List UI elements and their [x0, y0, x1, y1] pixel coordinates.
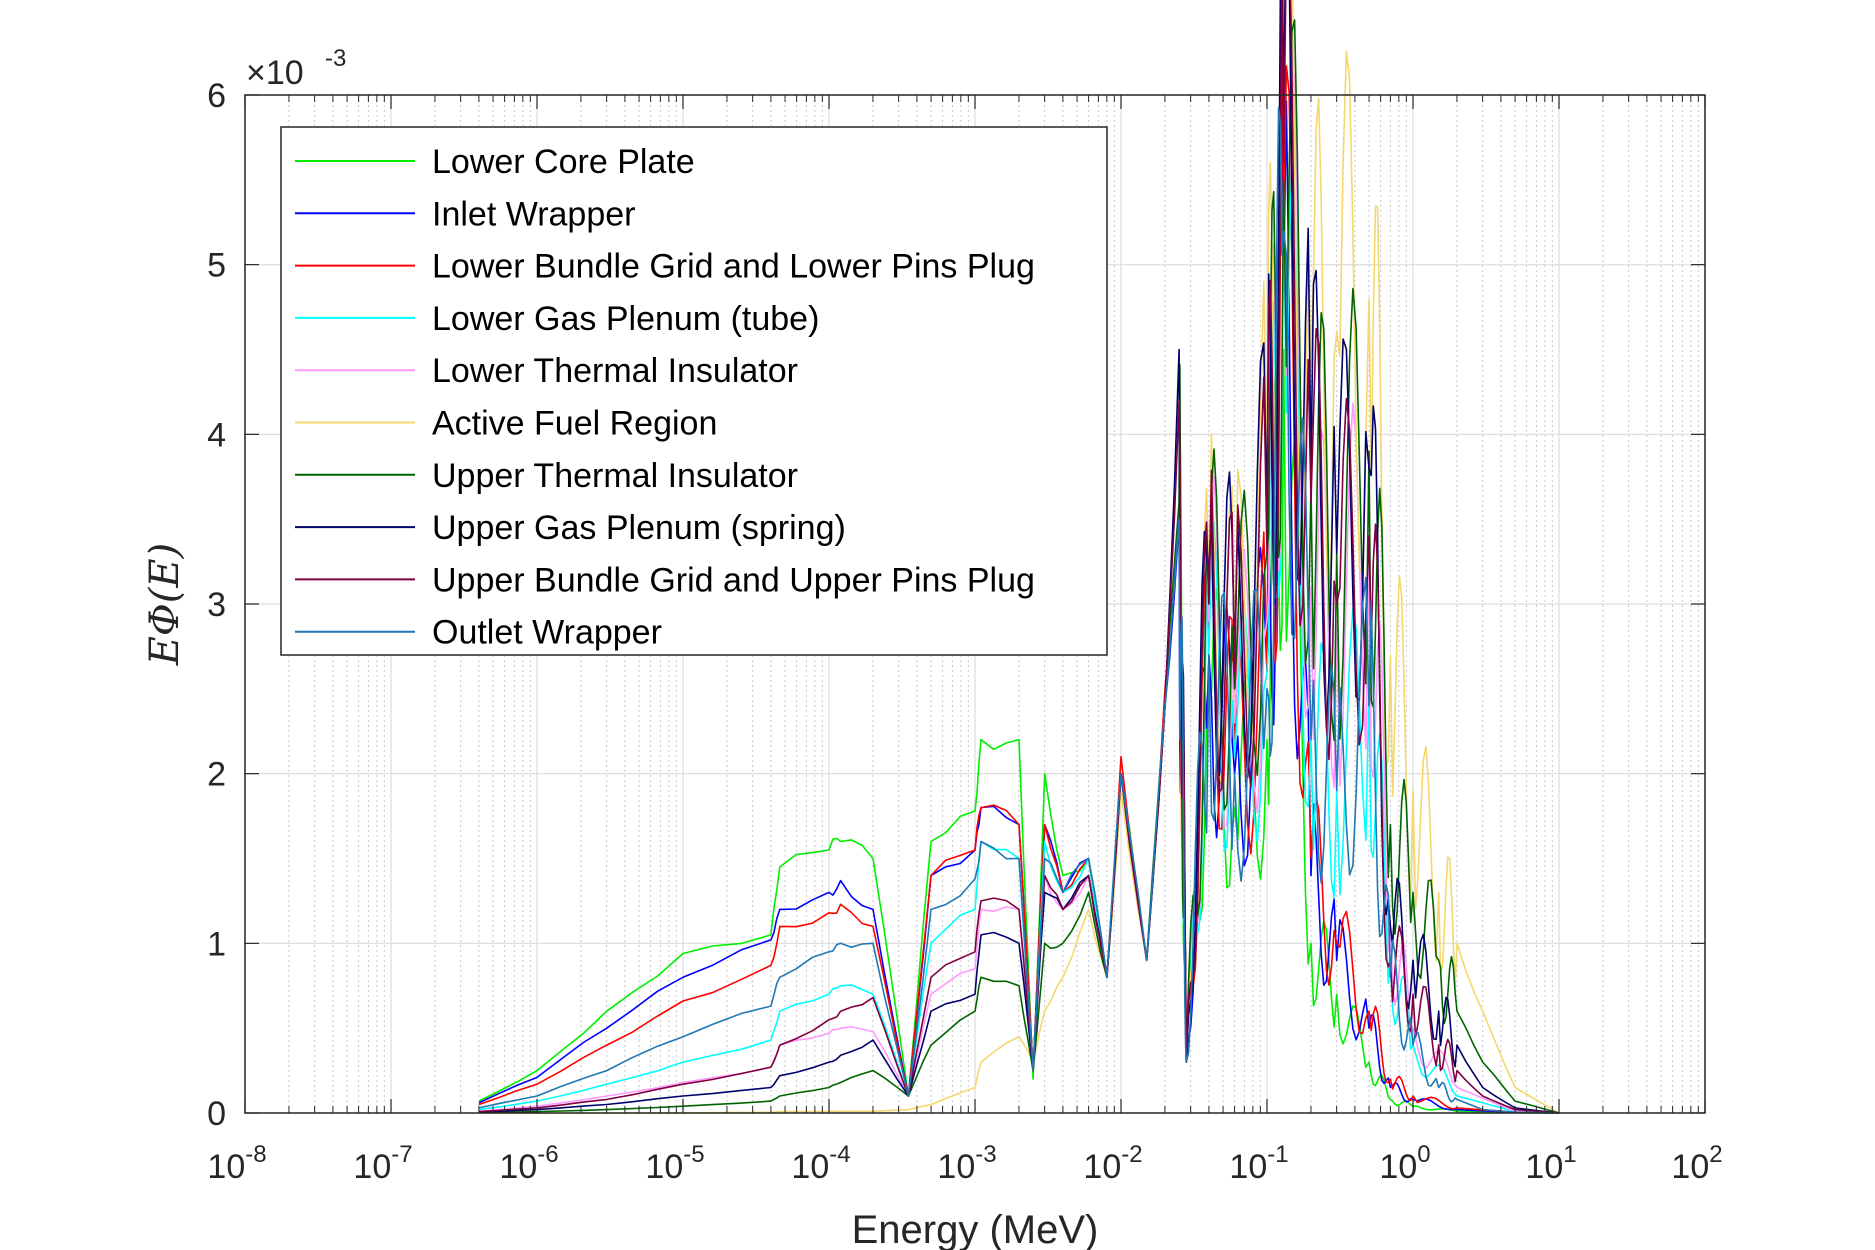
y-multiplier-base: ×10	[246, 54, 304, 92]
x-tick-label: 10-5	[645, 1141, 704, 1186]
y-tick-label: 4	[207, 416, 226, 454]
x-tick-label: 10-4	[791, 1141, 850, 1186]
x-tick-label: 100	[1379, 1141, 1430, 1186]
legend-box	[280, 126, 1108, 656]
x-tick-label: 10-3	[937, 1141, 996, 1186]
y-tick-label: 2	[207, 756, 226, 794]
y-multiplier: ×10 -3	[246, 45, 346, 92]
series-line	[478, 0, 1560, 1114]
legend-label: Lower Gas Plenum (tube)	[432, 300, 819, 338]
legend-label: Upper Bundle Grid and Upper Pins Plug	[432, 561, 1035, 599]
series-line	[478, 0, 1560, 1114]
series-line	[478, 37, 1560, 1114]
series-lines	[478, 0, 1560, 1114]
legend-entries: Lower Core Plate Inlet Wrapper Lower Bundl…	[295, 143, 1035, 652]
x-tick-label: 101	[1525, 1141, 1576, 1186]
axis-ticks	[244, 94, 1706, 1114]
y-tick-label: 3	[207, 586, 226, 624]
x-tick-label: 10-8	[207, 1141, 266, 1186]
y-tick-label: 1	[207, 925, 226, 963]
x-axis-label: Energy (MeV)	[852, 1208, 1099, 1250]
series-line	[478, 106, 1560, 1114]
x-tick-labels: 10-8 10-7 10-6 10-5 10-4 10-3 10-2 10-1 100 101 10…	[207, 1141, 1722, 1186]
x-tick-label: 10-1	[1229, 1141, 1288, 1186]
legend-label: Lower Thermal Insulator	[432, 352, 798, 390]
legend-label: Lower Core Plate	[432, 143, 695, 181]
x-tick-label: 102	[1671, 1141, 1722, 1186]
y-tick-label: 5	[207, 247, 226, 285]
legend-label: Lower Bundle Grid and Lower Pins Plug	[432, 248, 1035, 286]
y-axis-label: EΦ(E)	[142, 543, 188, 666]
legend-label: Outlet Wrapper	[432, 614, 662, 652]
legend-label: Inlet Wrapper	[432, 195, 635, 233]
y-tick-label: 0	[207, 1095, 226, 1133]
x-tick-label: 10-7	[353, 1141, 412, 1186]
y-tick-label: 6	[207, 77, 226, 115]
y-tick-labels: 0 1 2 3 4 5 6	[207, 77, 226, 1133]
x-tick-label: 10-2	[1083, 1141, 1142, 1186]
legend-label: Upper Thermal Insulator	[432, 457, 798, 495]
y-multiplier-exponent: -3	[325, 45, 346, 72]
legend-label: Active Fuel Region	[432, 405, 717, 443]
legend-label: Upper Gas Plenum (spring)	[432, 509, 846, 547]
legend: Lower Core Plate Inlet Wrapper Lower Bundl…	[280, 126, 1108, 656]
x-tick-label: 10-6	[499, 1141, 558, 1186]
